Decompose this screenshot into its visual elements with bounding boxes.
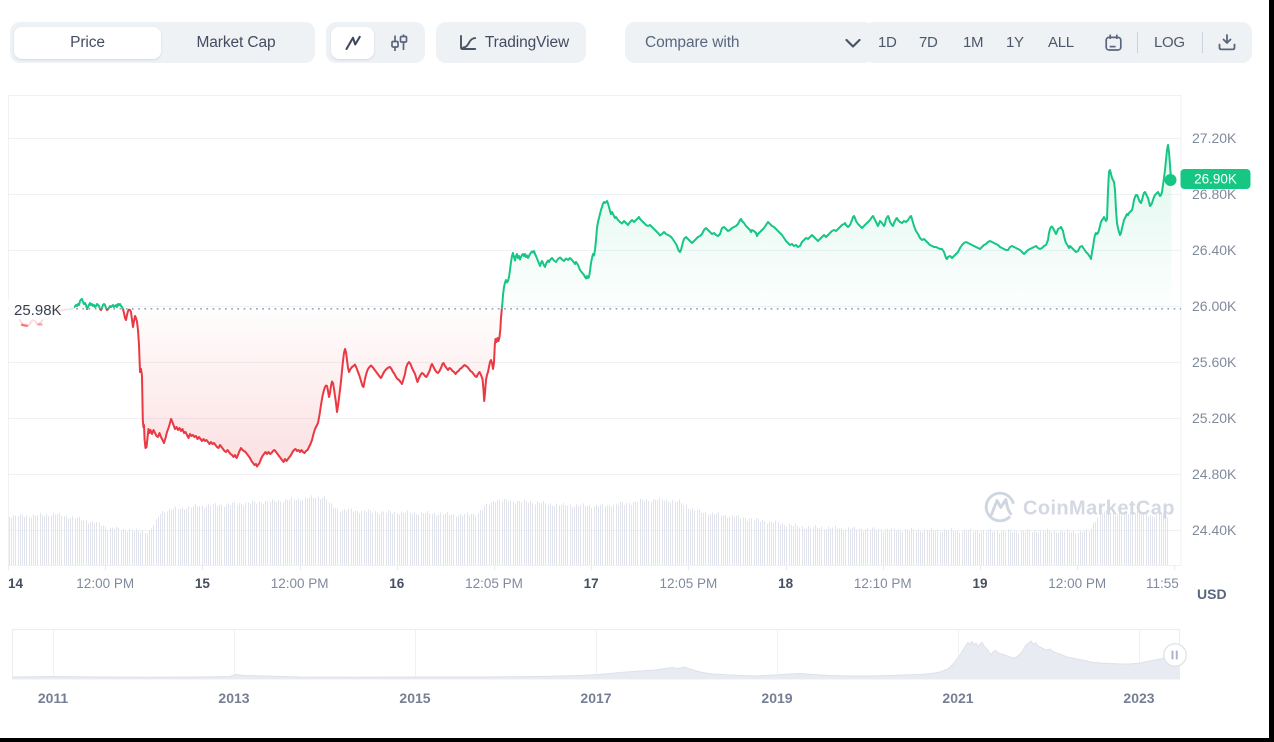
svg-text:24.80K: 24.80K [1192,466,1237,482]
svg-text:12:10 PM: 12:10 PM [854,576,912,591]
svg-text:12:00 PM: 12:00 PM [1048,576,1106,591]
svg-text:26.80K: 26.80K [1192,186,1237,202]
svg-text:26.90K: 26.90K [1194,172,1237,187]
svg-text:18: 18 [778,576,794,591]
svg-text:24.40K: 24.40K [1192,522,1237,538]
svg-text:26.00K: 26.00K [1192,298,1237,314]
svg-text:14: 14 [8,576,24,591]
svg-text:25.60K: 25.60K [1192,354,1237,370]
svg-text:2013: 2013 [218,690,249,706]
svg-text:2017: 2017 [580,690,611,706]
svg-text:17: 17 [584,576,599,591]
svg-text:15: 15 [195,576,211,591]
svg-text:2021: 2021 [942,690,973,706]
svg-text:26.40K: 26.40K [1192,242,1237,258]
svg-text:12:00 PM: 12:00 PM [76,576,134,591]
svg-text:2019: 2019 [761,690,792,706]
svg-text:25.98K: 25.98K [14,302,62,319]
svg-text:12:05 PM: 12:05 PM [465,576,523,591]
svg-text:2011: 2011 [38,690,69,706]
svg-text:USD: USD [1197,586,1227,602]
svg-text:2023: 2023 [1123,690,1154,706]
svg-text:27.20K: 27.20K [1192,130,1237,146]
svg-text:25.20K: 25.20K [1192,410,1237,426]
svg-text:19: 19 [972,576,987,591]
svg-text:CoinMarketCap: CoinMarketCap [1023,498,1175,520]
svg-text:2015: 2015 [399,690,430,706]
svg-text:12:00 PM: 12:00 PM [271,576,329,591]
svg-text:16: 16 [389,576,405,591]
svg-text:12:05 PM: 12:05 PM [660,576,718,591]
svg-text:11:55 PM: 11:55 PM [1146,576,1203,591]
